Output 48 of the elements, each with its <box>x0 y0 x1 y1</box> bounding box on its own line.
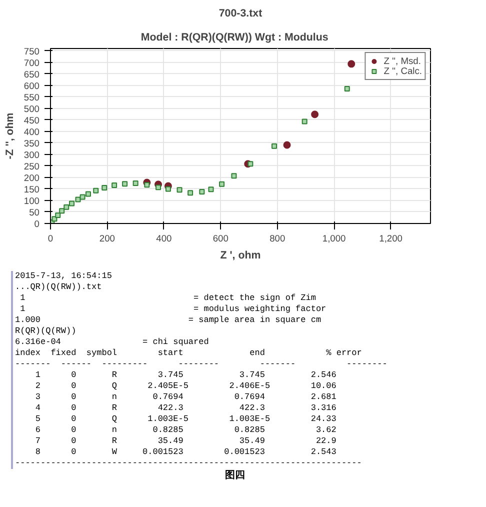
text: 8 0 W 0.001523 0.001523 2.543 <box>34 447 338 458</box>
y-tick-label: 250 <box>24 161 40 172</box>
text: 3 0 n 0.7694 0.7694 2.681 <box>34 392 338 403</box>
y-tick-label: 700 <box>24 58 40 68</box>
text: ------- ------ --------- -------- ------- -------- <box>15 359 388 370</box>
y-tick-label: 350 <box>24 138 40 148</box>
text: 图四 <box>224 469 246 483</box>
x-tick-label: 200 <box>99 234 116 244</box>
text: 6 0 n 0.8285 0.8285 3.62 <box>34 425 338 436</box>
chart-title: 700-3.txt <box>218 8 263 20</box>
text: 1.000 = sample area in square cm <box>15 315 322 326</box>
y-axis-title: -Z '', ohm <box>4 112 16 160</box>
text: 6.316e-04 = chi squared <box>15 337 210 348</box>
y-tick-label: 550 <box>24 92 40 102</box>
y-tick-label: 150 <box>24 184 40 194</box>
chart-subtitle: Model : R(QR)(Q(RW)) Wgt : Modulus <box>140 32 328 44</box>
x-tick-label: 400 <box>156 234 172 244</box>
y-tick-label: 0 <box>34 219 40 229</box>
text: ...QR)(Q(RW)).txt <box>15 282 103 293</box>
y-tick-label: 650 <box>24 69 40 80</box>
legend-label: Z '', Msd. <box>384 56 421 66</box>
text: index fixed symbol start end % error <box>15 348 363 359</box>
y-tick-label: 50 <box>29 207 40 218</box>
x-tick-label: 600 <box>212 234 228 244</box>
x-axis-title: Z ', ohm <box>220 250 261 262</box>
text: 1 = modulus weighting factor <box>19 304 328 315</box>
y-tick-label: 100 <box>24 196 40 206</box>
y-tick-label: 200 <box>24 172 40 183</box>
x-tick-label: 1,000 <box>322 234 346 244</box>
text: R(QR)(Q(RW)) <box>15 326 78 337</box>
x-tick-label: 800 <box>270 234 286 244</box>
text: 1 0 R 3.745 3.745 2.546 <box>34 370 338 381</box>
legend-label: Z '', Calc. <box>384 66 422 76</box>
y-tick-label: 600 <box>24 80 40 91</box>
text: 4 0 R 422.3 422.3 3.316 <box>34 403 338 414</box>
x-tick-label: 0 <box>48 234 54 244</box>
y-tick-label: 300 <box>24 150 40 160</box>
y-tick-label: 500 <box>24 104 40 114</box>
text: 1 = detect the sign of Zim <box>19 293 317 304</box>
y-tick-label: 400 <box>24 126 40 137</box>
y-tick-label: 450 <box>24 115 40 126</box>
y-tick-label: 750 <box>24 46 40 56</box>
x-tick-label: 1,200 <box>379 234 402 244</box>
text: -------------------------------------------------------------------- <box>15 458 363 469</box>
text: 2015-7-13, 16:54:15 <box>15 271 113 282</box>
text: 2 0 Q 2.405E-5 2.406E-5 10.06 <box>34 381 338 392</box>
text: 5 0 Q 1.003E-5 1.003E-5 24.33 <box>34 414 338 425</box>
text: 7 0 R 35.49 35.49 22.9 <box>34 436 338 447</box>
